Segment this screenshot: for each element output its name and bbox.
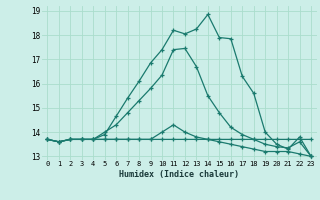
X-axis label: Humidex (Indice chaleur): Humidex (Indice chaleur) xyxy=(119,170,239,179)
